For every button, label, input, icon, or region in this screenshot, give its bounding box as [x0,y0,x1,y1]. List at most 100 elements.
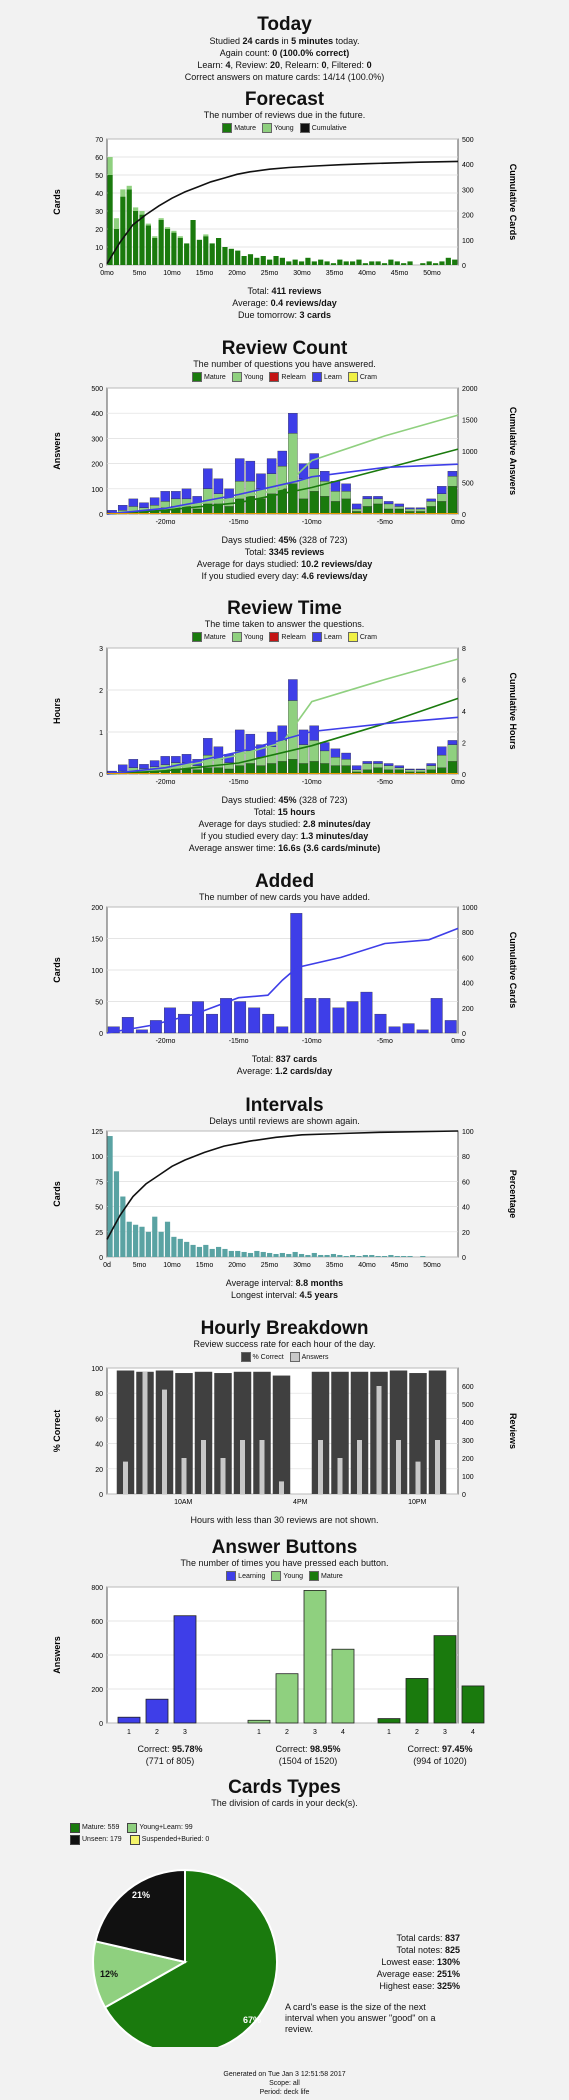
cumulative-line [106,160,459,265]
y-tick-label: 0 [99,1492,103,1499]
bar-mature [350,261,356,265]
bar-percent-correct [233,1371,252,1494]
bar-answers [376,1386,382,1494]
bar-mature [337,259,343,265]
bar-interval [113,1171,120,1257]
button-label: 3 [313,1729,317,1736]
cumulative-young-line [106,658,459,775]
bar-mature [235,250,241,265]
bar-mature-button [377,1718,401,1724]
bar-learn [288,679,298,701]
cumulative-learn-line [106,716,459,775]
bar-learn [117,505,128,511]
bar-young [203,234,209,237]
bar-mature [407,261,413,265]
review-time-title: Review Time [227,598,342,619]
y-tick-label: 100 [91,968,103,975]
x-tick-label: 10mo [163,270,181,277]
forecast-section: Forecast The number of reviews due in th… [0,89,569,321]
bar-learn [394,503,404,507]
bar-added [276,1026,289,1034]
bar-mature [362,263,368,265]
legend-item-unseen: Unseen: 179 [70,1834,122,1846]
bar-young [126,185,132,190]
bar-percent-correct [253,1371,271,1494]
bar-learn [171,756,181,763]
bar-mature [298,261,305,265]
bar-young [394,506,404,510]
y2-tick-label: 0 [462,263,466,270]
bar-added [304,998,317,1034]
bar-learn [266,731,277,747]
y2-tick-label: 100 [462,1474,474,1481]
bar-interval [228,1250,234,1257]
bar-mature [447,486,458,515]
bar-learn [139,502,149,508]
intervals-subtitle: Delays until reviews are shown again. [209,1116,360,1126]
bar-mature [343,261,349,265]
bar-added [290,913,303,1034]
legend-item-relearn: Relearn [269,372,306,382]
x-tick-label: 0d [103,1262,111,1269]
x-tick-label: 15mo [196,270,214,277]
y-tick-label: 200 [91,462,103,469]
legend-item-mature: Mature [192,632,226,642]
bar-interval [241,1251,247,1257]
y2-axis-label: Reviews [508,1413,518,1449]
y-tick-label: 150 [91,937,103,944]
bar-learn [437,486,447,494]
bar-interval [420,1255,426,1257]
bar-mature [420,263,426,265]
bar-young [437,754,447,768]
bar-percent-correct [194,1371,213,1494]
bar-interval [356,1255,362,1257]
cards-types-section: Cards Types The division of cards in you… [0,1777,569,2047]
ease-note: A card's ease is the size of the next in… [285,2002,436,2034]
button-label: 1 [257,1729,261,1736]
today-title: Today [257,14,312,35]
forecast-title: Forecast [244,89,325,110]
bar-mature [266,763,277,775]
y-axis-label: Cards [52,189,62,215]
bar-interval [203,1244,209,1257]
y-tick-label: 200 [91,1687,103,1694]
bar-young [171,230,177,233]
x-tick-label: 45mo [391,270,409,277]
bar-young [145,223,151,226]
y-tick-label: 10 [95,245,103,252]
legend-item-suspended: Suspended+Buried: 0 [129,1834,209,1846]
bar-added [234,1001,247,1034]
button-label: 4 [341,1729,345,1736]
y-tick-label: 60 [95,155,103,162]
bar-interval [311,1252,317,1257]
bar-young [160,501,170,508]
review-time-section: Review Time The time taken to answer the… [0,598,569,854]
y-tick-label: 100 [91,487,103,494]
bar-interval [394,1255,400,1257]
bar-percent-correct [350,1371,369,1494]
legend-item-cram: Cram [347,372,377,382]
bar-young [447,744,458,762]
pie-label-mature: 67% [243,2015,261,2025]
bar-answers [318,1440,323,1494]
bar-answers [201,1440,206,1494]
legend-item-mature: Mature [222,123,256,133]
bar-learn [181,754,192,763]
bar-answers [259,1440,265,1494]
x-tick-label: 4PM [293,1499,308,1506]
y2-tick-label: 300 [462,187,474,194]
x-tick-label: -5mo [377,779,393,786]
bar-interval [362,1254,368,1257]
bar-mature [273,256,279,265]
bar-percent-correct [116,1370,135,1494]
x-tick-label: 25mo [261,270,279,277]
bar-young-button [331,1648,355,1724]
y-tick-label: 125 [91,1129,103,1136]
review-time-subtitle: The time taken to answer the questions. [204,619,365,629]
added-section: Added The number of new cards you have a… [0,871,569,1077]
bar-interval [222,1248,228,1257]
y2-tick-label: 1500 [462,418,478,425]
footer-scope: Scope: all [269,2080,300,2087]
legend-item-learn: Learn [311,372,342,382]
legend-item-cram: Cram [347,632,377,642]
